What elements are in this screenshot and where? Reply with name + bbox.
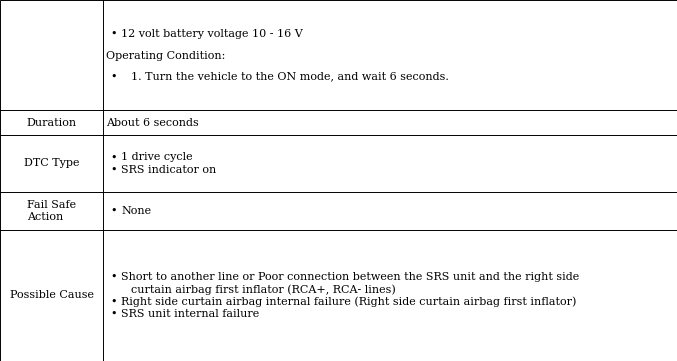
Text: •: •: [110, 71, 116, 81]
Text: SRS indicator on: SRS indicator on: [121, 165, 216, 175]
Text: None: None: [121, 206, 151, 216]
Text: Operating Condition:: Operating Condition:: [106, 51, 225, 61]
Text: Possible Cause: Possible Cause: [9, 291, 93, 300]
Text: •: •: [110, 309, 116, 319]
Text: 1. Turn the vehicle to the ON mode, and wait 6 seconds.: 1. Turn the vehicle to the ON mode, and …: [131, 71, 449, 81]
Text: •: •: [110, 297, 116, 307]
Text: •: •: [110, 152, 116, 162]
Text: •: •: [110, 165, 116, 175]
Text: Duration: Duration: [26, 117, 77, 127]
Text: DTC Type: DTC Type: [24, 158, 79, 169]
Text: Fail Safe
Action: Fail Safe Action: [27, 200, 76, 222]
Text: SRS unit internal failure: SRS unit internal failure: [121, 309, 259, 319]
Text: •: •: [110, 206, 116, 216]
Text: Right side curtain airbag internal failure (Right side curtain airbag first infl: Right side curtain airbag internal failu…: [121, 296, 576, 307]
Text: 12 volt battery voltage 10 - 16 V: 12 volt battery voltage 10 - 16 V: [121, 29, 303, 39]
Text: curtain airbag first inflator (RCA+, RCA- lines): curtain airbag first inflator (RCA+, RCA…: [131, 284, 396, 295]
Text: •: •: [110, 29, 116, 39]
Text: 1 drive cycle: 1 drive cycle: [121, 152, 193, 162]
Text: About 6 seconds: About 6 seconds: [106, 117, 199, 127]
Text: Short to another line or Poor connection between the SRS unit and the right side: Short to another line or Poor connection…: [121, 272, 580, 282]
Text: •: •: [110, 272, 116, 282]
